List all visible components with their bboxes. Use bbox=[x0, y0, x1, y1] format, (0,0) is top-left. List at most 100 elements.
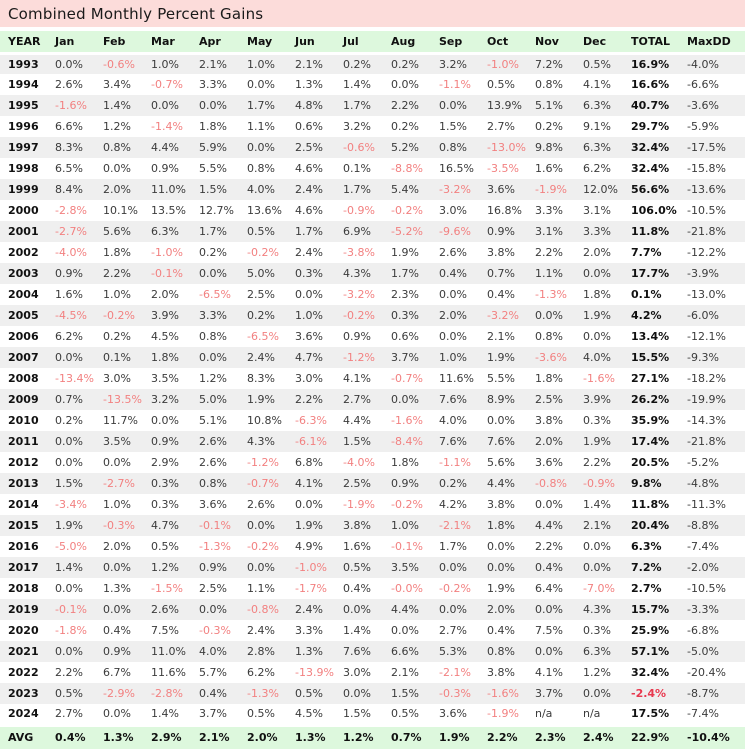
value-cell: 1.2% bbox=[336, 723, 384, 749]
value-cell: 1.0% bbox=[240, 53, 288, 74]
maxdd-cell: -14.3% bbox=[687, 414, 726, 427]
value-cell: 0.0% bbox=[528, 641, 576, 662]
value-cell: 0.2% bbox=[240, 305, 288, 326]
value-cell: 1.5% bbox=[48, 473, 96, 494]
value-cell: 1.8% bbox=[391, 456, 419, 469]
value-cell: 2.0% bbox=[151, 288, 179, 301]
value-cell: 4.1% bbox=[288, 473, 336, 494]
value-cell: -1.1% bbox=[439, 456, 471, 469]
maxdd-cell: -13.0% bbox=[687, 288, 726, 301]
value-cell: -2.8% bbox=[144, 683, 192, 704]
value-cell: 2.6% bbox=[439, 246, 467, 259]
value-cell: 3.1% bbox=[528, 221, 576, 242]
value-cell: 2.1% bbox=[576, 515, 624, 536]
value-cell: 1.0% bbox=[288, 305, 336, 326]
value-cell: 0.0% bbox=[240, 515, 288, 536]
year-cell: 2001 bbox=[0, 221, 48, 242]
value-cell: 5.6% bbox=[96, 221, 144, 242]
value-cell: n/a bbox=[583, 707, 601, 721]
value-cell: 0.0% bbox=[144, 95, 192, 116]
value-cell: 4.5% bbox=[295, 707, 323, 721]
total-cell: 9.8% bbox=[624, 473, 680, 494]
total-cell: 106.0% bbox=[631, 204, 677, 217]
value-cell: 5.0% bbox=[192, 389, 240, 410]
total-cell: 26.2% bbox=[624, 389, 680, 410]
table-row: 1999 8.4% 2.0% 11.0% 1.5% 4.0% 2.4% 1.7% 5.4% -3.… bbox=[0, 179, 745, 200]
total-cell: 17.7% bbox=[624, 263, 680, 284]
value-cell: 0.9% bbox=[96, 641, 144, 662]
value-cell: 2.0% bbox=[96, 179, 144, 200]
value-cell: 2.6% bbox=[144, 599, 192, 620]
value-cell: 1.9% bbox=[576, 431, 624, 452]
value-cell: 0.0% bbox=[295, 498, 323, 511]
value-cell: 1.8% bbox=[583, 288, 611, 301]
value-cell: 1.6% bbox=[343, 540, 371, 553]
value-cell: 1.8% bbox=[199, 120, 227, 133]
total-cell: 2.7% bbox=[631, 582, 662, 595]
value-cell: -0.3% bbox=[432, 683, 480, 704]
value-cell: 0.4% bbox=[103, 624, 131, 637]
value-cell: 6.9% bbox=[336, 221, 384, 242]
value-cell: 0.8% bbox=[535, 78, 563, 91]
value-cell: 5.4% bbox=[384, 179, 432, 200]
value-cell: 0.4% bbox=[343, 582, 371, 595]
value-cell: 2.2% bbox=[535, 246, 563, 259]
value-cell: 2.1% bbox=[192, 53, 240, 74]
table-row: 2008 -13.4% 3.0% 3.5% 1.2% 8.3% 3.0% 4.1% -0.7% 1… bbox=[0, 368, 745, 389]
value-cell: 0.0% bbox=[192, 95, 240, 116]
value-cell: 1.4% bbox=[343, 78, 371, 91]
value-cell: 2.6% bbox=[247, 498, 275, 511]
table-row: 2012 0.0% 0.0% 2.9% 2.6% -1.2% 6.8% -4.0% 1.8% -1… bbox=[0, 452, 745, 473]
value-cell: 0.0% bbox=[247, 78, 275, 91]
value-cell: 3.0% bbox=[295, 372, 323, 385]
column-header-aug: Aug bbox=[384, 31, 432, 55]
value-cell: -1.9% bbox=[528, 179, 576, 200]
value-cell: -3.5% bbox=[487, 162, 519, 175]
value-cell: 1.9% bbox=[480, 347, 528, 368]
value-cell: 1.0% bbox=[384, 515, 432, 536]
year-cell: 2002 bbox=[8, 246, 39, 259]
total-cell: 20.5% bbox=[631, 456, 670, 469]
column-header-sep: Sep bbox=[432, 31, 480, 55]
value-cell: 4.9% bbox=[295, 540, 323, 553]
value-cell: -1.6% bbox=[48, 95, 96, 116]
value-cell: 11.6% bbox=[439, 372, 474, 385]
value-cell: 6.2% bbox=[583, 162, 611, 175]
value-cell: -4.0% bbox=[55, 246, 87, 259]
value-cell: 0.9% bbox=[480, 221, 528, 242]
maxdd-cell: -11.3% bbox=[687, 498, 726, 511]
value-cell: 0.5% bbox=[247, 707, 275, 721]
value-cell: 0.0% bbox=[583, 330, 611, 343]
value-cell: 0.0% bbox=[96, 599, 144, 620]
value-cell: 4.4% bbox=[384, 599, 432, 620]
value-cell: 2.0% bbox=[480, 599, 528, 620]
value-cell: 11.0% bbox=[144, 641, 192, 662]
total-cell: 32.4% bbox=[631, 162, 670, 175]
value-cell: -0.1% bbox=[192, 515, 240, 536]
value-cell: 0.0% bbox=[295, 288, 323, 301]
value-cell: 0.0% bbox=[48, 53, 96, 74]
value-cell: 0.0% bbox=[336, 599, 384, 620]
value-cell: 8.3% bbox=[247, 372, 275, 385]
value-cell: 2.8% bbox=[240, 641, 288, 662]
value-cell: 5.5% bbox=[487, 372, 515, 385]
value-cell: 4.0% bbox=[439, 414, 467, 427]
value-cell: 0.4% bbox=[487, 288, 515, 301]
value-cell: 0.0% bbox=[432, 557, 480, 578]
value-cell: 7.5% bbox=[535, 624, 563, 637]
value-cell: 1.4% bbox=[48, 557, 96, 578]
title-bar: Combined Monthly Percent Gains bbox=[0, 0, 745, 27]
value-cell: 0.5% bbox=[576, 53, 624, 74]
value-cell: 0.2% bbox=[336, 53, 384, 74]
value-cell: 0.4% bbox=[432, 263, 480, 284]
total-cell: 4.2% bbox=[624, 305, 680, 326]
value-cell: 2.9% bbox=[151, 456, 179, 469]
total-cell: 7.7% bbox=[631, 246, 662, 259]
total-cell: 25.9% bbox=[631, 624, 670, 637]
value-cell: 2.6% bbox=[55, 78, 83, 91]
value-cell: 1.8% bbox=[144, 347, 192, 368]
total-cell: 13.4% bbox=[631, 330, 670, 343]
value-cell: -2.8% bbox=[55, 204, 87, 217]
value-cell: 1.8% bbox=[103, 246, 131, 259]
value-cell: -13.4% bbox=[55, 372, 94, 385]
